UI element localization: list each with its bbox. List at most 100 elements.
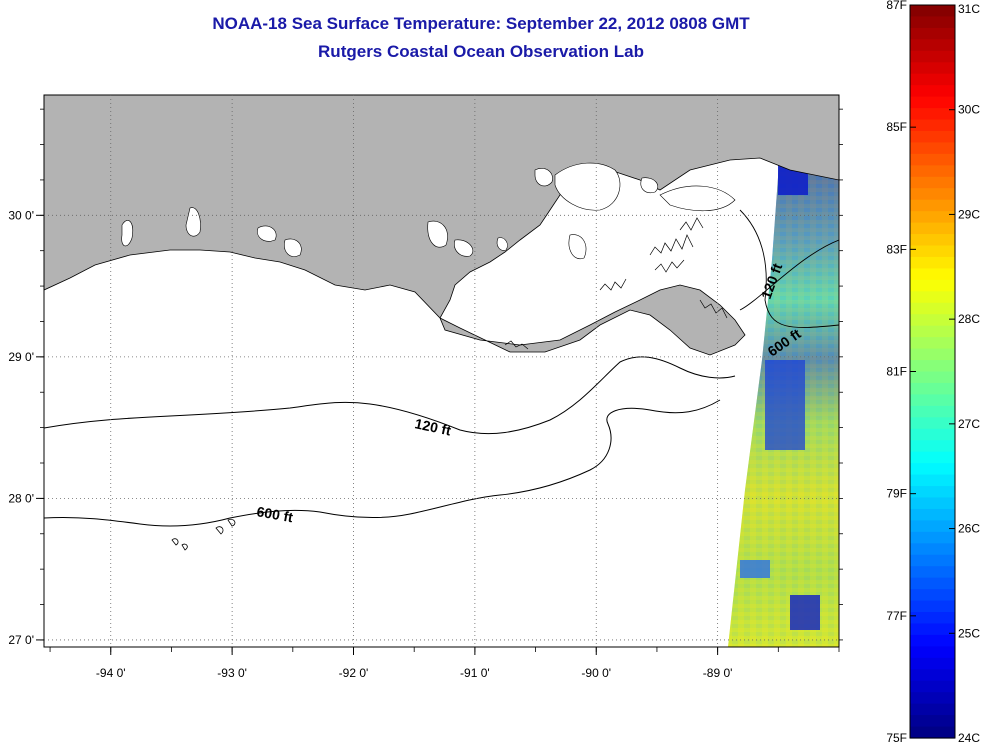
colorbar-band <box>910 130 955 144</box>
colorbar-bands <box>910 5 955 739</box>
colorbar-band <box>910 234 955 247</box>
colorbar-band <box>910 348 955 361</box>
colorbar-band <box>910 360 955 373</box>
lon-tick-label: -91 0' <box>460 666 490 680</box>
colorbar-band <box>910 543 955 556</box>
contour-label-120ft: 120 ft <box>413 415 452 438</box>
colorbar-c-label: 31C <box>958 2 980 16</box>
contour-120ft <box>44 356 736 435</box>
colorbar-band <box>910 520 955 533</box>
colorbar-fahrenheit-labels: 87F 85F 83F 81F 79F 77F 75F <box>886 0 916 745</box>
colorbar-band <box>910 153 955 166</box>
colorbar-band <box>910 16 955 29</box>
lon-tick-label: -94 0' <box>96 666 126 680</box>
colorbar-band <box>910 39 955 52</box>
colorbar: 31C 30C 29C 28C 27C 26C 25C 24C 87F 85F 83F 81F 79F… <box>886 0 980 745</box>
colorbar-band <box>910 302 955 315</box>
lon-tick-label: -89 0' <box>703 666 733 680</box>
colorbar-band <box>910 108 955 121</box>
colorbar-band <box>910 623 955 636</box>
colorbar-band <box>910 96 955 109</box>
colorbar-band <box>910 371 955 384</box>
colorbar-band <box>910 508 955 521</box>
lakes <box>121 162 736 260</box>
colorbar-band <box>910 27 955 40</box>
lat-tick-label: 28 0' <box>8 491 34 505</box>
colorbar-band <box>910 142 955 155</box>
colorbar-band <box>910 256 955 270</box>
lat-tick-label: 29 0' <box>8 350 34 364</box>
colorbar-band <box>910 291 955 304</box>
colorbar-celsius-labels: 31C 30C 29C 28C 27C 26C 25C 24C <box>949 2 980 745</box>
longitude-labels: -94 0' -93 0' -92 0' -91 0' -90 0' -89 0' <box>96 666 733 680</box>
colorbar-band <box>910 680 955 693</box>
latitude-labels: 30 0' 29 0' 28 0' 27 0' <box>8 208 34 647</box>
colorbar-band <box>910 417 955 430</box>
colorbar-band <box>910 428 955 441</box>
colorbar-f-label: 79F <box>886 487 907 501</box>
colorbar-band <box>910 62 955 75</box>
colorbar-f-label: 77F <box>886 609 907 623</box>
colorbar-band <box>910 199 955 212</box>
colorbar-band <box>910 566 955 579</box>
colorbar-c-label: 27C <box>958 417 980 431</box>
colorbar-band <box>910 692 955 705</box>
colorbar-c-label: 25C <box>958 626 980 640</box>
colorbar-band <box>910 85 955 98</box>
colorbar-c-label: 24C <box>958 731 980 745</box>
colorbar-band <box>910 5 955 18</box>
colorbar-f-label: 75F <box>886 731 907 745</box>
colorbar-band <box>910 612 955 625</box>
lat-tick-label: 27 0' <box>8 633 34 647</box>
colorbar-f-label: 83F <box>886 242 907 256</box>
colorbar-f-label: 81F <box>886 365 907 379</box>
colorbar-band <box>910 337 955 350</box>
map-title: NOAA-18 Sea Surface Temperature: Septemb… <box>212 14 750 33</box>
plot-border <box>43 94 840 648</box>
lon-tick-label: -90 0' <box>581 666 611 680</box>
contour-label-600ft: 600 ft <box>255 503 294 525</box>
colorbar-band <box>910 314 955 327</box>
colorbar-band <box>910 486 955 499</box>
colorbar-band <box>910 405 955 418</box>
contour-600ft <box>44 399 721 527</box>
colorbar-f-label: 87F <box>886 0 907 12</box>
colorbar-band <box>910 211 955 224</box>
colorbar-band <box>910 188 955 201</box>
colorbar-band <box>910 176 955 189</box>
colorbar-c-label: 30C <box>958 103 980 117</box>
map-subtitle: Rutgers Coastal Ocean Observation Lab <box>318 42 644 61</box>
colorbar-band <box>910 463 955 476</box>
colorbar-band <box>910 279 955 292</box>
lon-tick-label: -92 0' <box>339 666 369 680</box>
colorbar-band <box>910 497 955 510</box>
colorbar-band <box>910 600 955 613</box>
colorbar-band <box>910 440 955 453</box>
colorbar-band <box>910 325 955 338</box>
colorbar-band <box>910 268 955 281</box>
colorbar-band <box>910 646 955 659</box>
colorbar-band <box>910 554 955 567</box>
lon-tick-label: -93 0' <box>217 666 247 680</box>
delta-marsh <box>504 217 728 350</box>
colorbar-band <box>910 589 955 602</box>
colorbar-band <box>910 657 955 670</box>
colorbar-band <box>910 474 955 487</box>
colorbar-c-label: 26C <box>958 522 980 536</box>
colorbar-band <box>910 715 955 728</box>
colorbar-band <box>910 531 955 544</box>
graticule <box>36 95 843 655</box>
colorbar-band <box>910 382 955 396</box>
colorbar-c-label: 28C <box>958 312 980 326</box>
colorbar-band <box>910 577 955 590</box>
colorbar-band <box>910 394 955 407</box>
colorbar-band <box>910 245 955 258</box>
colorbar-f-label: 85F <box>886 120 907 134</box>
colorbar-band <box>910 119 955 132</box>
colorbar-c-label: 29C <box>958 207 980 221</box>
colorbar-band <box>910 73 955 86</box>
colorbar-band <box>910 50 955 63</box>
lat-tick-label: 30 0' <box>8 208 34 222</box>
colorbar-band <box>910 165 955 178</box>
